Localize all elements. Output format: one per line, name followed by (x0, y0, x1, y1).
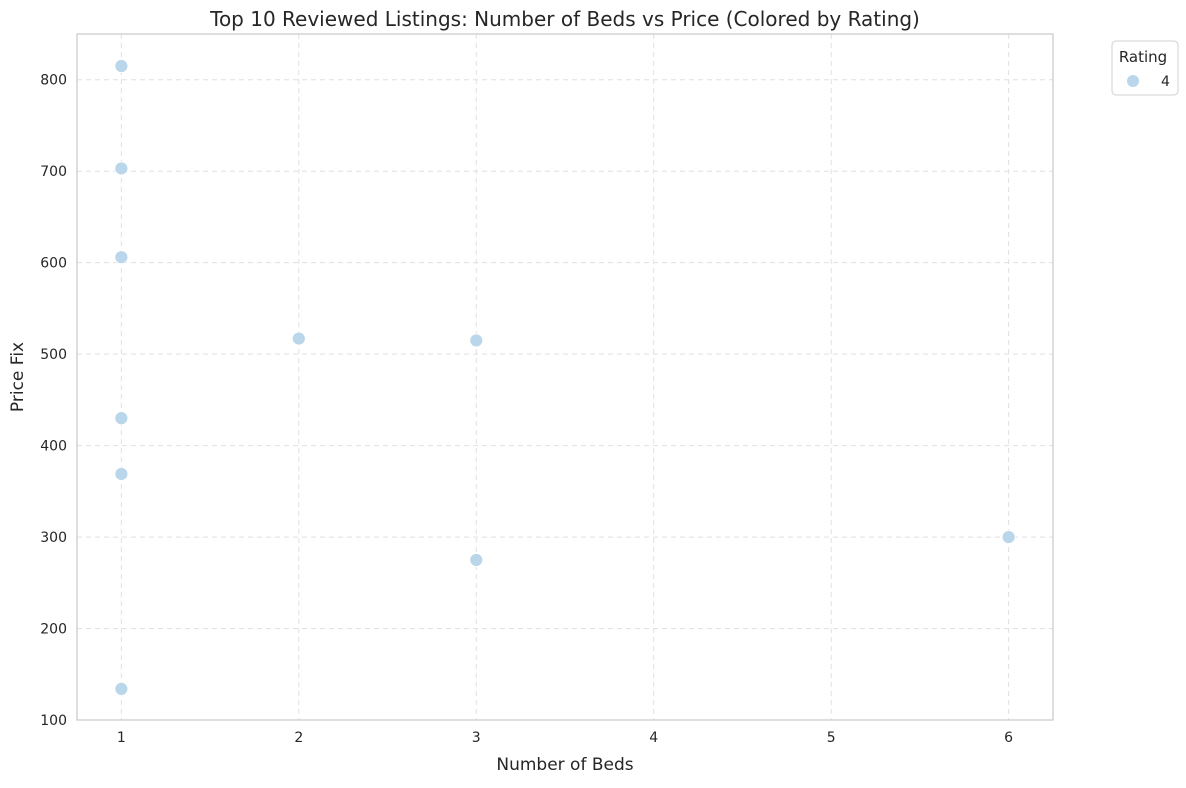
data-point (114, 59, 129, 73)
plot-frame (76, 33, 1054, 721)
x-axis-ticks: 1 2 3 4 5 6 (117, 730, 1013, 746)
data-points (114, 59, 1016, 696)
x-tick-label: 1 (117, 730, 126, 746)
legend-entries: 4 (1127, 74, 1170, 90)
data-point (291, 331, 306, 346)
y-tick-label: 300 (40, 530, 67, 546)
y-tick-label: 400 (40, 439, 67, 455)
grid-layer (77, 34, 1053, 720)
data-point (114, 161, 129, 176)
data-point (114, 682, 129, 696)
legend-marker (1127, 75, 1139, 87)
x-tick-label: 4 (649, 730, 658, 746)
legend-label: 4 (1161, 74, 1170, 90)
y-axis-ticks: 100 200 300 400 500 600 700 800 (40, 73, 67, 729)
y-tick-label: 500 (40, 347, 67, 363)
x-tick-label: 6 (1004, 730, 1013, 746)
x-tick-label: 3 (472, 730, 481, 746)
legend-title: Rating (1119, 48, 1167, 66)
y-axis-label: Price Fix (8, 342, 28, 412)
y-tick-label: 800 (40, 73, 67, 89)
x-tick-label: 5 (827, 730, 836, 746)
x-tick-label: 2 (294, 730, 303, 746)
chart-title: Top 10 Reviewed Listings: Number of Beds… (209, 7, 920, 31)
y-tick-label: 200 (40, 622, 67, 638)
y-tick-label: 700 (40, 164, 67, 180)
y-tick-label: 100 (40, 713, 67, 729)
data-point (469, 553, 484, 567)
data-point (469, 333, 484, 348)
data-point (1001, 530, 1016, 544)
x-axis-label: Number of Beds (496, 755, 633, 775)
data-point (114, 467, 129, 481)
data-point (114, 411, 129, 426)
legend: Rating 4 (1111, 40, 1179, 96)
data-point (114, 250, 129, 265)
y-tick-label: 600 (40, 256, 67, 272)
